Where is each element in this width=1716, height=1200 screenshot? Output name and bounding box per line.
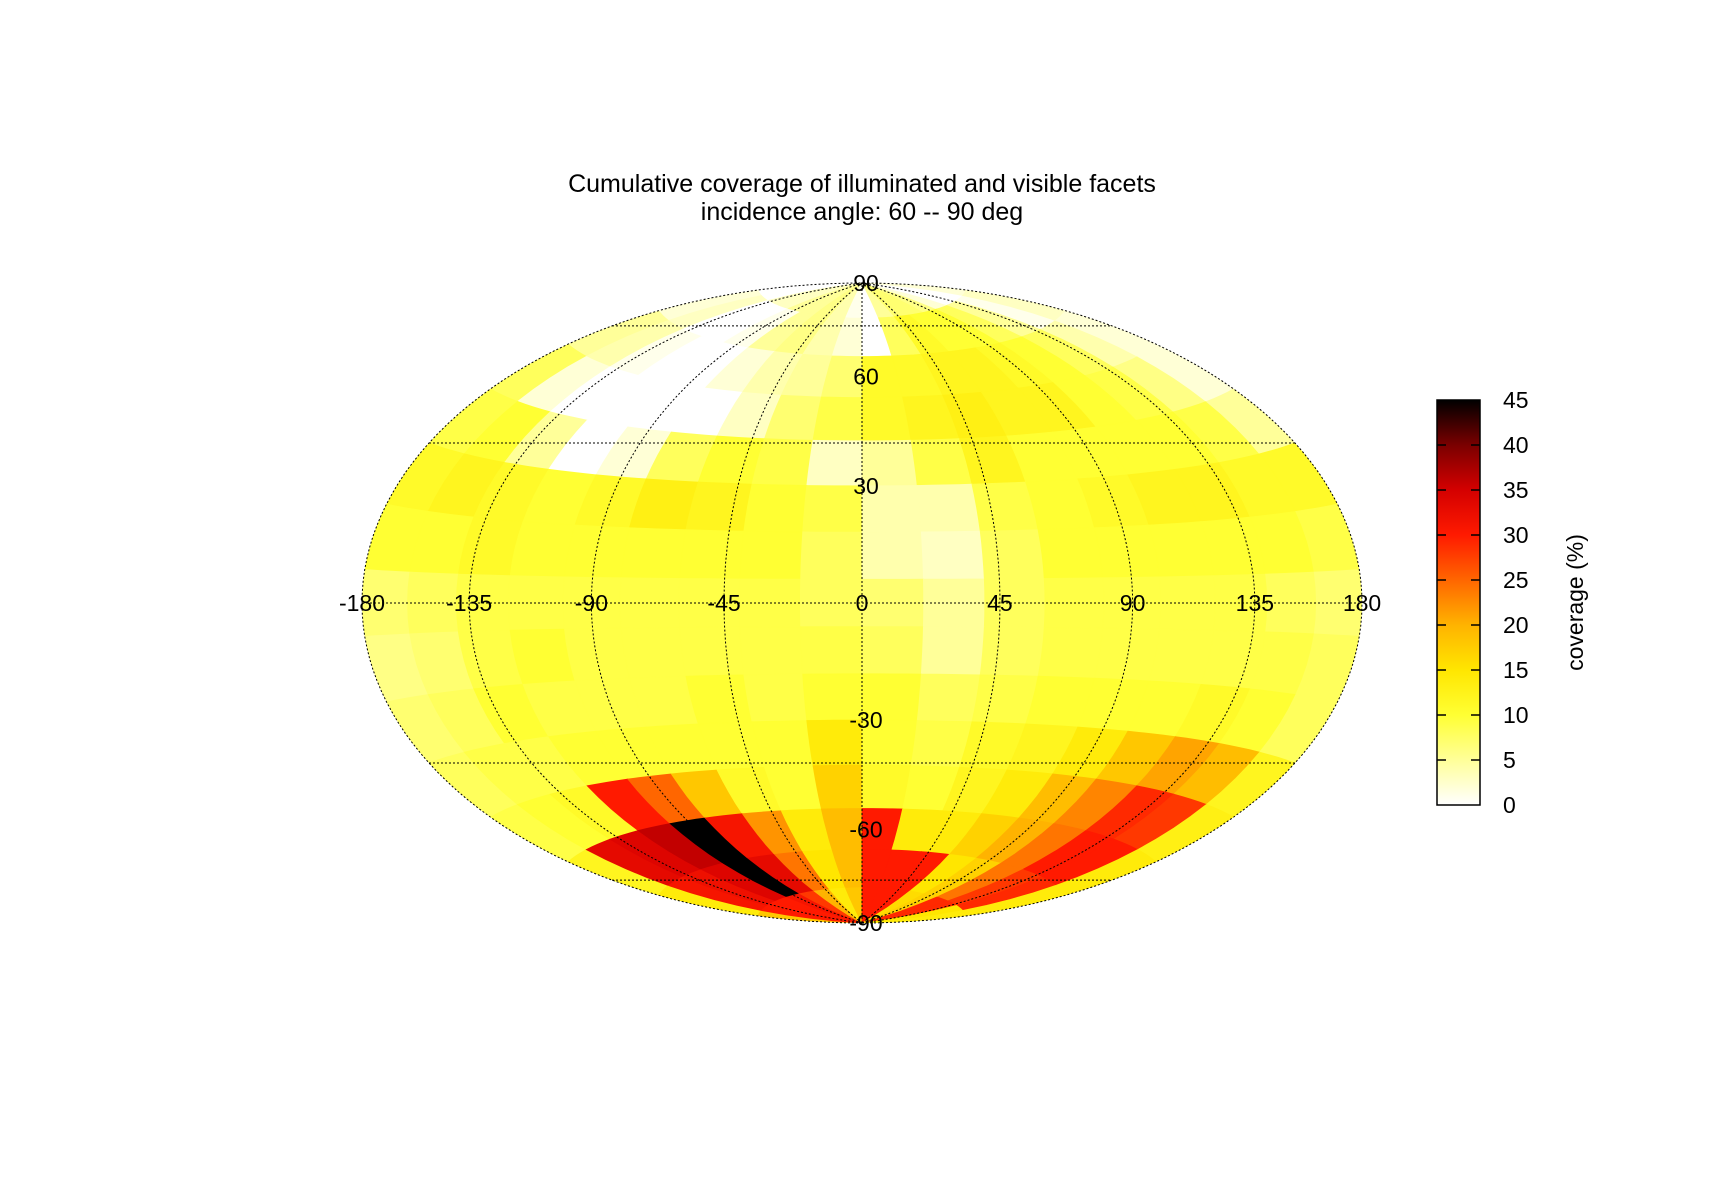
heatmap-cell <box>679 529 745 580</box>
colorbar-tick-label: 15 <box>1503 657 1529 683</box>
colorbar-tick-label: 0 <box>1503 792 1516 818</box>
heatmap-cell <box>679 626 745 677</box>
colorbar-label: coverage (%) <box>1562 534 1588 671</box>
heatmap-cell <box>507 575 565 631</box>
heatmap-cell <box>739 530 804 580</box>
colorbar-tick-label: 35 <box>1503 477 1529 503</box>
heatmap-cell <box>1037 627 1104 679</box>
heatmap-cell <box>1094 524 1160 579</box>
longitude-tick-label: 0 <box>856 590 869 616</box>
heatmap-cell <box>743 673 808 723</box>
colorbar-tick-label: 5 <box>1503 747 1516 773</box>
colorbar-tick-label: 30 <box>1503 522 1529 548</box>
heatmap-cell <box>920 626 985 676</box>
heatmap-cell <box>685 674 753 725</box>
longitude-tick-label: 180 <box>1343 590 1381 616</box>
heatmap-cell <box>812 764 863 810</box>
axis-tick-labels: -180 -135 -90 -45 0 45 90 135 180 90 60 30 -30 -60 -90 <box>339 270 1381 936</box>
heatmap-cell <box>743 483 808 533</box>
heatmap-cell <box>861 626 924 675</box>
heatmap-cell <box>1037 527 1104 579</box>
colorbar: 0 5 10 15 20 25 30 35 40 45 coverage (%) <box>1436 387 1588 818</box>
meridian-line <box>861 282 1134 924</box>
graticule-grid <box>361 282 1363 924</box>
longitude-tick-label: 45 <box>987 590 1013 616</box>
colorbar-tick-label: 45 <box>1503 387 1529 413</box>
heatmap-cell <box>1094 627 1160 682</box>
longitude-tick-label: -45 <box>707 590 740 616</box>
heatmap-cell <box>564 524 630 579</box>
colorbar-tick-label: 40 <box>1503 432 1529 458</box>
heatmap-cell <box>564 627 630 682</box>
colorbar-tick-label: 25 <box>1503 567 1529 593</box>
heatmap-cell <box>800 531 863 580</box>
meridian-line <box>861 282 1363 924</box>
longitude-tick-label: -135 <box>446 590 492 616</box>
heatmap-cell <box>620 627 687 679</box>
heatmap-cell <box>916 483 981 533</box>
heatmap-cell <box>620 527 687 579</box>
latitude-tick-label: 60 <box>853 364 879 390</box>
longitude-tick-label: 135 <box>1236 590 1274 616</box>
heatmap-cell <box>979 626 1045 677</box>
heatmap-cell <box>916 673 981 723</box>
latitude-tick-label: 90 <box>853 270 879 296</box>
longitude-tick-label: -180 <box>339 590 385 616</box>
colorbar-gradient <box>1436 399 1481 806</box>
colorbar-tick-label: 10 <box>1503 702 1529 728</box>
heatmap-cell <box>979 529 1045 580</box>
meridian-line <box>723 282 863 924</box>
chart-subtitle: incidence angle: 60 -- 90 deg <box>701 198 1023 226</box>
heatmap-cell <box>685 481 753 532</box>
latitude-tick-label: 30 <box>853 473 879 499</box>
heatmap-cell <box>861 531 924 580</box>
latitude-tick-label: -90 <box>849 910 882 936</box>
latitude-tick-label: -60 <box>849 816 882 842</box>
latitude-tick-label: -30 <box>849 707 882 733</box>
heatmap-cell <box>812 396 863 442</box>
heatmap-cell <box>739 626 804 676</box>
colorbar-tick-label: 20 <box>1503 612 1529 638</box>
longitude-tick-label: 90 <box>1120 590 1146 616</box>
chart-title: Cumulative coverage of illuminated and v… <box>568 170 1156 198</box>
heatmap-cell <box>920 530 985 580</box>
heatmap-cell <box>800 626 863 675</box>
longitude-tick-label: -90 <box>575 590 608 616</box>
